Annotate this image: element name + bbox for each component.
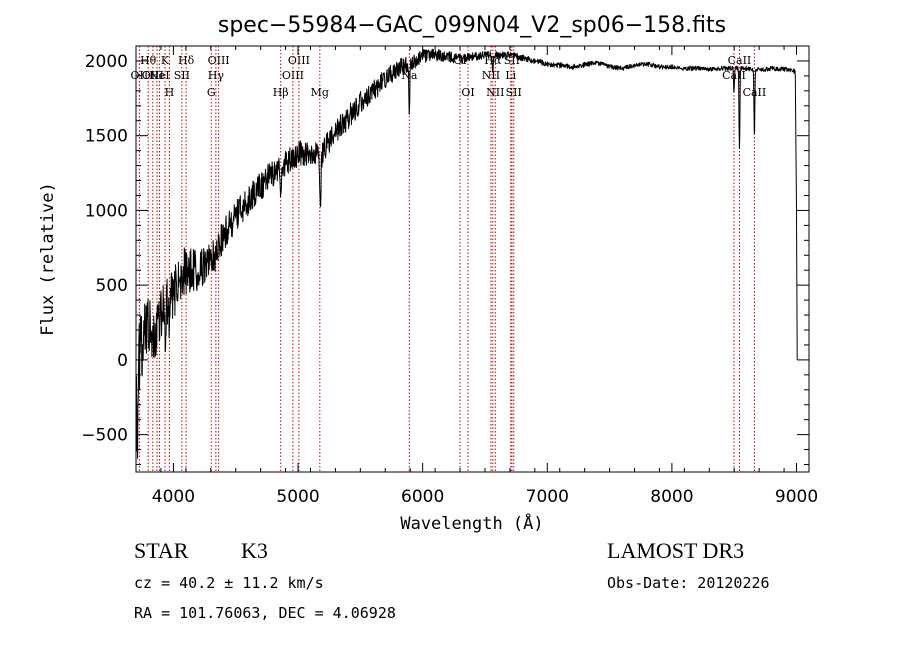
survey-name: LAMOST DR3 bbox=[607, 538, 745, 563]
chart-title: spec−55984−GAC_099N04_V2_sp06−158.fits bbox=[218, 13, 726, 38]
line-label: OIII bbox=[282, 69, 304, 82]
line-label: SII bbox=[174, 69, 190, 82]
x-axis-label: Wavelength (Å) bbox=[400, 512, 543, 534]
x-tick-labels: 4000 5000 6000 7000 8000 9000 bbox=[152, 487, 818, 507]
emission-line-markers bbox=[138, 46, 755, 472]
line-label: H bbox=[165, 86, 175, 99]
x-tick-label: 4000 bbox=[152, 487, 195, 507]
line-label: NII bbox=[482, 69, 500, 82]
line-label: OI bbox=[461, 86, 474, 99]
line-label: K bbox=[161, 54, 170, 67]
line-label: Hγ bbox=[208, 69, 225, 82]
line-label: CaII bbox=[743, 86, 767, 99]
line-label: Hδ bbox=[178, 54, 195, 67]
line-label: G bbox=[207, 86, 216, 99]
line-label: NII bbox=[486, 86, 504, 99]
y-axis-label: Flux (relative) bbox=[38, 182, 58, 336]
line-label: SII bbox=[506, 86, 522, 99]
line-label: Hθ bbox=[140, 54, 157, 67]
y-tick-label: 2000 bbox=[85, 52, 128, 72]
line-label: Li bbox=[505, 69, 516, 82]
line-label: OIII bbox=[142, 69, 164, 82]
y-tick-labels: −500 0 500 1000 1500 2000 bbox=[81, 52, 128, 446]
spectral-subclass: K3 bbox=[241, 538, 268, 563]
line-label: OIII bbox=[288, 54, 310, 67]
line-label: HeI bbox=[149, 69, 169, 82]
observation-date: Obs-Date: 20120226 bbox=[607, 574, 770, 592]
y-tick-label: 500 bbox=[96, 276, 128, 296]
line-label: CaII bbox=[728, 54, 752, 67]
y-tick-label: 0 bbox=[117, 351, 128, 371]
line-label: OIII bbox=[208, 54, 230, 67]
y-tick-label: 1500 bbox=[85, 127, 128, 147]
plot-frame bbox=[135, 45, 810, 473]
x-tick-label: 8000 bbox=[650, 487, 693, 507]
y-tick-label: −500 bbox=[81, 426, 128, 446]
axis-ticks bbox=[135, 45, 810, 472]
object-class: STAR bbox=[134, 538, 189, 563]
x-tick-label: 5000 bbox=[276, 487, 319, 507]
y-tick-label: 1000 bbox=[85, 201, 128, 221]
line-label: Hβ bbox=[273, 86, 289, 99]
redshift-readout: cz = 40.2 ± 11.2 km/s bbox=[134, 574, 324, 592]
line-labels: OIIHθOIIINeHeIKHSIIHδGHγOIIIHβOIIIOIIIMg… bbox=[131, 54, 767, 99]
line-label: Na bbox=[401, 69, 418, 82]
spectrum-line bbox=[135, 48, 798, 459]
x-tick-label: 9000 bbox=[775, 487, 818, 507]
line-label: SII bbox=[504, 54, 520, 67]
line-label: Mg bbox=[311, 86, 329, 99]
x-tick-label: 6000 bbox=[401, 487, 444, 507]
coordinates-readout: RA = 101.76063, DEC = 4.06928 bbox=[134, 604, 396, 622]
x-tick-label: 7000 bbox=[526, 487, 569, 507]
line-label: Ne bbox=[149, 69, 165, 82]
